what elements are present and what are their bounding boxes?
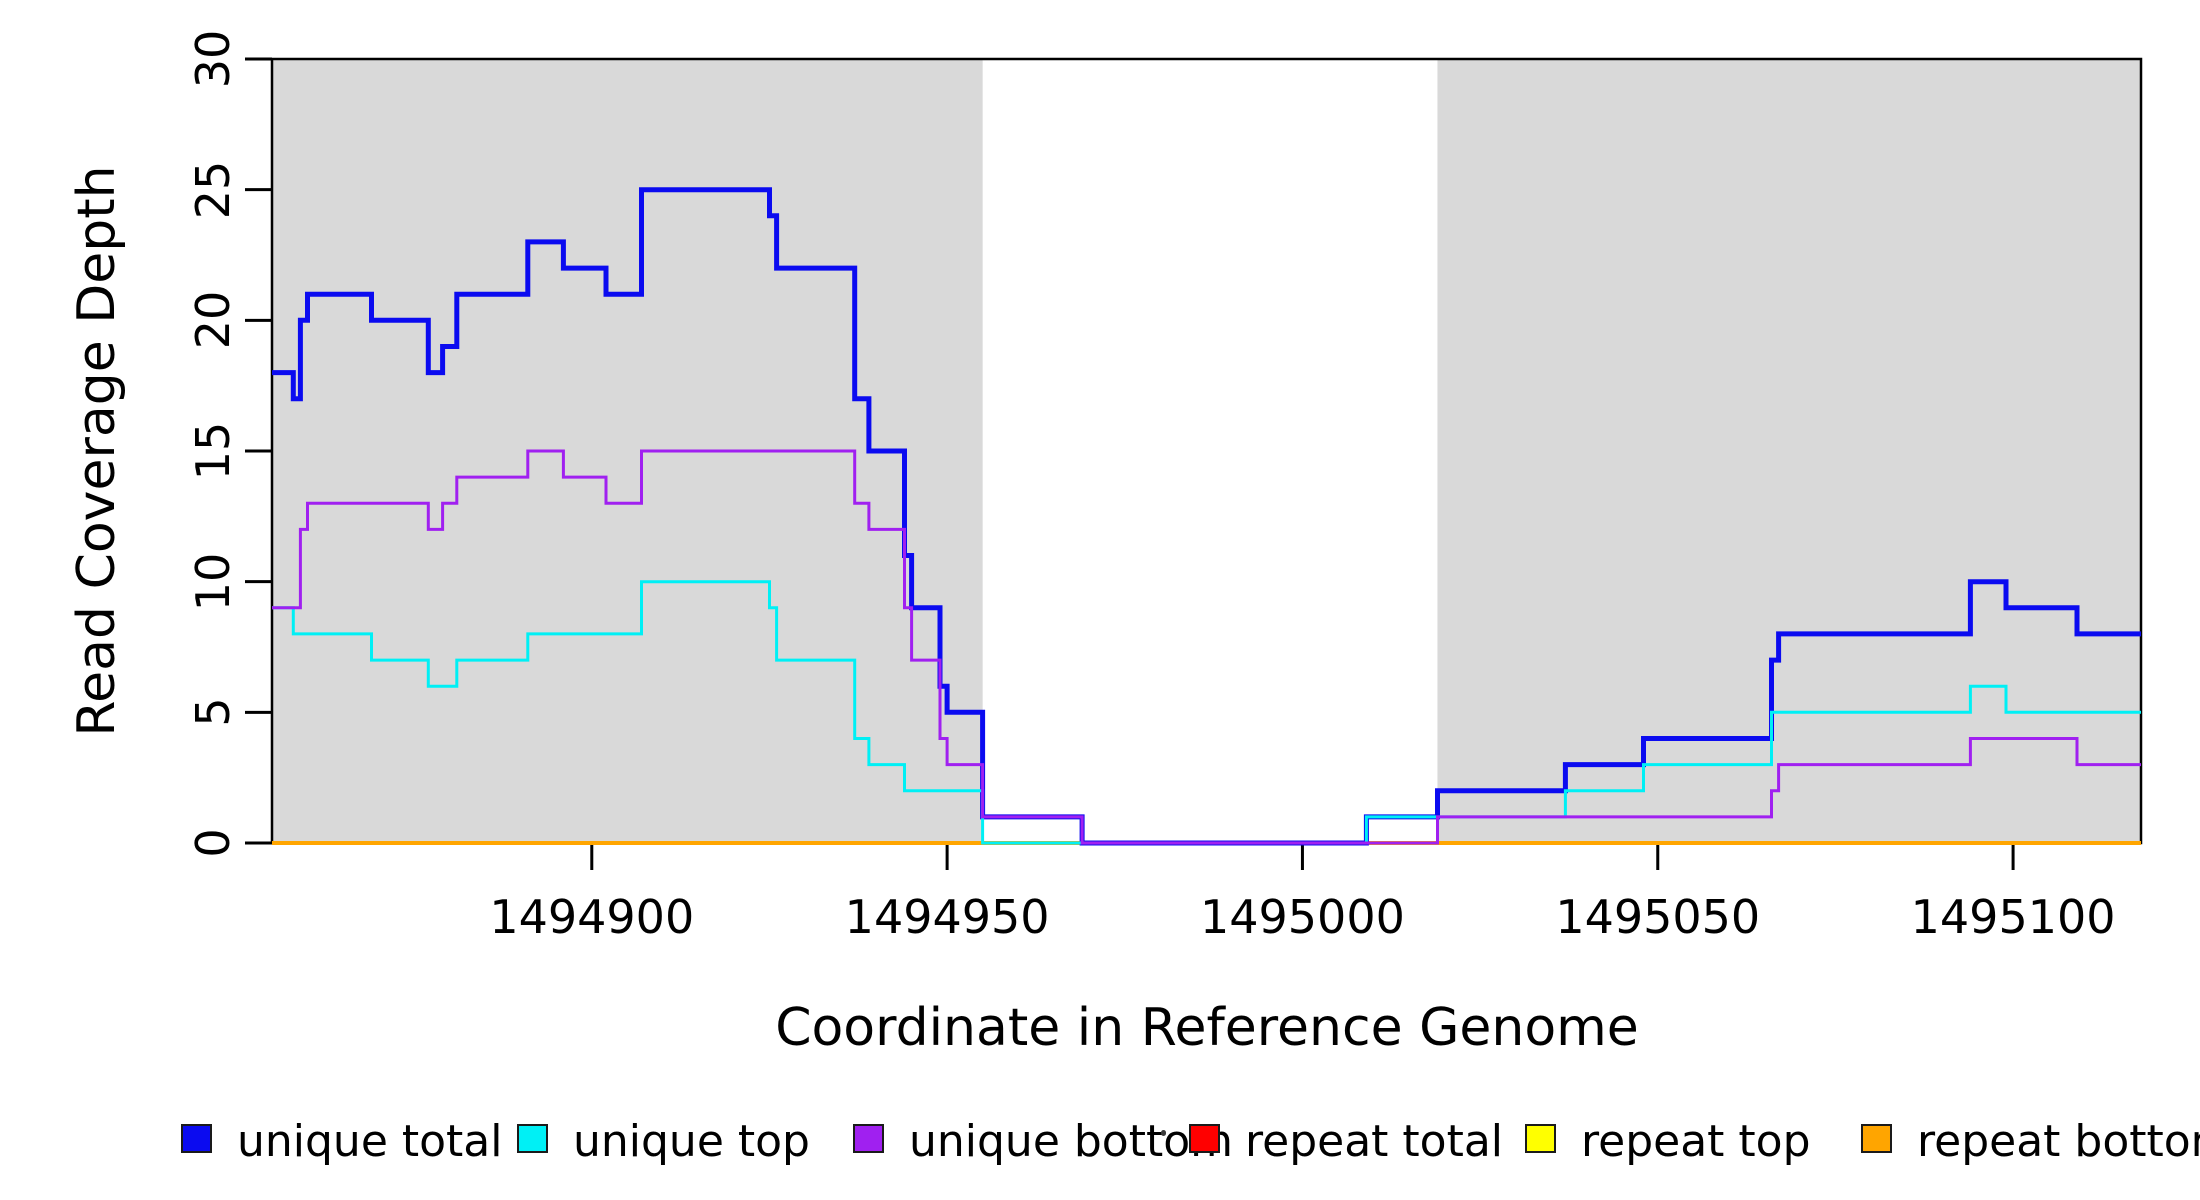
legend-swatch-icon	[181, 1124, 212, 1153]
shaded-region	[272, 59, 983, 843]
legend-label: repeat total	[1245, 1116, 1504, 1167]
shaded-region	[1437, 59, 2141, 843]
y-tick-label: 5	[186, 697, 240, 727]
y-tick-label: 10	[186, 552, 240, 611]
legend-label: unique top	[573, 1116, 810, 1167]
legend-swatch-icon	[1861, 1124, 1892, 1153]
legend-swatch-icon	[853, 1124, 884, 1153]
y-tick-label: 15	[186, 421, 240, 481]
y-tick-label: 20	[186, 291, 240, 350]
x-axis-title: Coordinate in Reference Genome	[775, 998, 1639, 1058]
legend-swatch-icon	[517, 1124, 548, 1153]
y-axis-title: Read Coverage Depth	[67, 165, 127, 737]
x-tick-label: 1494900	[489, 890, 695, 944]
stray-dot	[1161, 1130, 1166, 1136]
x-tick-label: 1495050	[1555, 890, 1761, 944]
y-tick-label: 30	[186, 29, 240, 89]
series-unique-total	[272, 187, 2141, 846]
legend-swatch-icon	[1525, 1124, 1556, 1153]
legend-label: repeat top	[1581, 1116, 1811, 1167]
y-tick-label: 25	[186, 160, 240, 219]
x-tick-label: 1495000	[1199, 890, 1405, 944]
series-unique-top	[272, 580, 2141, 845]
y-tick-label: 0	[186, 828, 240, 858]
x-tick-label: 1494950	[844, 890, 1050, 944]
series-unique-bottom	[272, 449, 2141, 845]
legend-label: repeat bottom	[1917, 1116, 2200, 1167]
x-tick-label: 1495100	[1910, 890, 2116, 944]
legend-swatch-icon	[1189, 1124, 1220, 1153]
legend-label: unique bottom	[909, 1116, 1234, 1167]
legend-label: unique total	[237, 1116, 503, 1167]
